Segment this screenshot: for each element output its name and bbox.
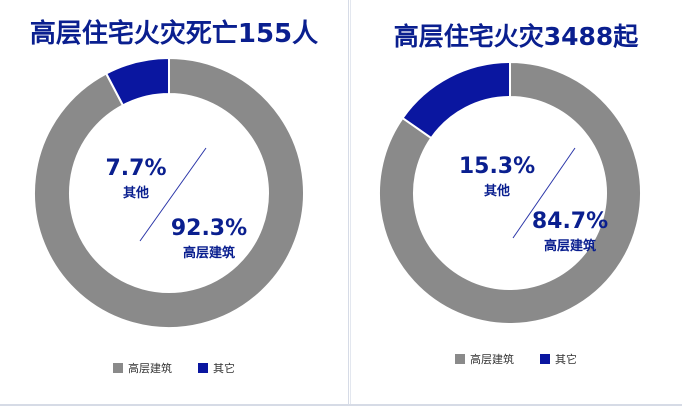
chart-title: 高层住宅火灾3488起	[393, 22, 639, 51]
legend-swatch-other	[198, 363, 208, 373]
data-label-building-name: 高层建筑	[544, 238, 596, 254]
chart-title: 高层住宅火灾死亡155人	[29, 19, 319, 49]
slice-building	[378, 60, 642, 325]
donut-chart: 15.3% 其他 84.7% 高层建筑	[378, 60, 642, 325]
data-label-other-percent: 15.3%	[459, 154, 535, 179]
legend-label-other: 其它	[555, 353, 577, 366]
chart-panel-right: 高层住宅火灾3488起 15.3% 其他 84.7% 高层建筑 高层建筑 其它	[350, 0, 681, 404]
slice-other	[104, 56, 170, 107]
legend-item-other: 其它	[198, 360, 235, 376]
chart-panel-left: 高层住宅火灾死亡155人 7.7% 其他 92.3% 高层建筑 高层建筑 其它	[0, 0, 349, 404]
donut-chart: 7.7% 其他 92.3% 高层建筑	[33, 56, 305, 329]
data-label-building-name: 高层建筑	[183, 245, 235, 261]
slice-other	[401, 60, 511, 140]
chart-legend: 高层建筑 其它	[0, 360, 348, 376]
divider-slash	[512, 147, 576, 239]
data-label-building-percent: 84.7%	[532, 209, 608, 234]
data-label-other-name: 其他	[123, 185, 149, 201]
legend-label-other: 其它	[213, 362, 235, 375]
legend-swatch-other	[540, 354, 550, 364]
data-label-other-name: 其他	[484, 183, 510, 199]
legend-label-building: 高层建筑	[128, 362, 172, 375]
divider-slash	[139, 147, 207, 242]
bottom-divider	[0, 404, 682, 406]
legend-label-building: 高层建筑	[470, 353, 514, 366]
data-label-building-percent: 92.3%	[171, 216, 247, 241]
legend-swatch-building	[113, 363, 123, 373]
legend-item-other: 其它	[540, 351, 577, 367]
data-label-other-percent: 7.7%	[105, 156, 166, 181]
legend-swatch-building	[455, 354, 465, 364]
legend-item-building: 高层建筑	[455, 351, 514, 367]
slice-building	[33, 56, 305, 329]
chart-legend: 高层建筑 其它	[351, 351, 681, 367]
legend-item-building: 高层建筑	[113, 360, 172, 376]
